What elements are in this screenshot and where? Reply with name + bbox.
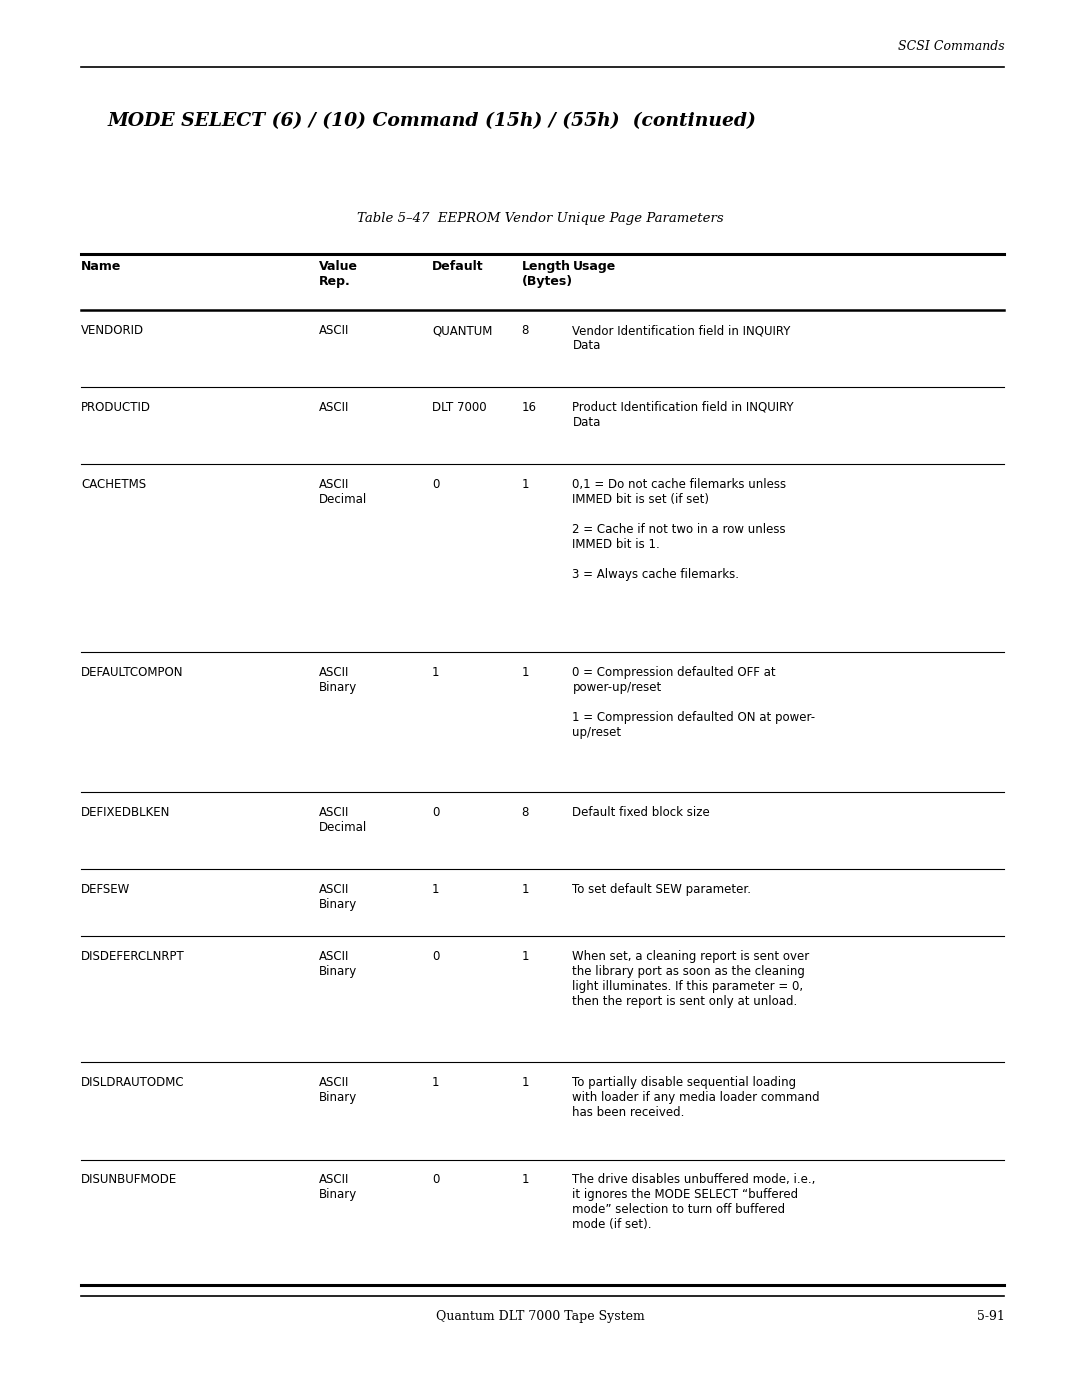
Text: ASCII
Binary: ASCII Binary bbox=[319, 666, 356, 694]
Text: CACHETMS: CACHETMS bbox=[81, 478, 146, 490]
Text: 1: 1 bbox=[522, 666, 529, 679]
Text: DEFAULTCOMPON: DEFAULTCOMPON bbox=[81, 666, 184, 679]
Text: 1: 1 bbox=[432, 883, 440, 895]
Text: PRODUCTID: PRODUCTID bbox=[81, 401, 151, 414]
Text: DISUNBUFMODE: DISUNBUFMODE bbox=[81, 1173, 177, 1186]
Text: Vendor Identification field in INQUIRY
Data: Vendor Identification field in INQUIRY D… bbox=[572, 324, 791, 352]
Text: Usage: Usage bbox=[572, 260, 616, 272]
Text: ASCII
Binary: ASCII Binary bbox=[319, 1076, 356, 1104]
Text: 0: 0 bbox=[432, 950, 440, 963]
Text: ASCII
Binary: ASCII Binary bbox=[319, 950, 356, 978]
Text: 1: 1 bbox=[522, 478, 529, 490]
Text: 0: 0 bbox=[432, 806, 440, 819]
Text: 1: 1 bbox=[522, 1076, 529, 1088]
Text: DEFIXEDBLKEN: DEFIXEDBLKEN bbox=[81, 806, 171, 819]
Text: To set default SEW parameter.: To set default SEW parameter. bbox=[572, 883, 752, 895]
Text: 0: 0 bbox=[432, 478, 440, 490]
Text: 8: 8 bbox=[522, 806, 529, 819]
Text: To partially disable sequential loading
with loader if any media loader command
: To partially disable sequential loading … bbox=[572, 1076, 820, 1119]
Text: 5-91: 5-91 bbox=[976, 1310, 1004, 1323]
Text: Length
(Bytes): Length (Bytes) bbox=[522, 260, 572, 288]
Text: 1: 1 bbox=[522, 950, 529, 963]
Text: Product Identification field in INQUIRY
Data: Product Identification field in INQUIRY … bbox=[572, 401, 794, 429]
Text: 0 = Compression defaulted OFF at
power-up/reset

1 = Compression defaulted ON at: 0 = Compression defaulted OFF at power-u… bbox=[572, 666, 815, 739]
Text: Default: Default bbox=[432, 260, 484, 272]
Text: Default fixed block size: Default fixed block size bbox=[572, 806, 711, 819]
Text: DISLDRAUTODMC: DISLDRAUTODMC bbox=[81, 1076, 185, 1088]
Text: ASCII
Decimal: ASCII Decimal bbox=[319, 806, 367, 834]
Text: 16: 16 bbox=[522, 401, 537, 414]
Text: ASCII
Binary: ASCII Binary bbox=[319, 1173, 356, 1201]
Text: Table 5–47  EEPROM Vendor Unique Page Parameters: Table 5–47 EEPROM Vendor Unique Page Par… bbox=[356, 212, 724, 225]
Text: DLT 7000: DLT 7000 bbox=[432, 401, 487, 414]
Text: SCSI Commands: SCSI Commands bbox=[897, 41, 1004, 53]
Text: ASCII: ASCII bbox=[319, 401, 349, 414]
Text: 1: 1 bbox=[522, 1173, 529, 1186]
Text: ASCII
Binary: ASCII Binary bbox=[319, 883, 356, 911]
Text: When set, a cleaning report is sent over
the library port as soon as the cleanin: When set, a cleaning report is sent over… bbox=[572, 950, 810, 1009]
Text: Quantum DLT 7000 Tape System: Quantum DLT 7000 Tape System bbox=[435, 1310, 645, 1323]
Text: Value
Rep.: Value Rep. bbox=[319, 260, 357, 288]
Text: 1: 1 bbox=[522, 883, 529, 895]
Text: 0: 0 bbox=[432, 1173, 440, 1186]
Text: ASCII: ASCII bbox=[319, 324, 349, 337]
Text: 1: 1 bbox=[432, 1076, 440, 1088]
Text: 0,1 = Do not cache filemarks unless
IMMED bit is set (if set)

2 = Cache if not : 0,1 = Do not cache filemarks unless IMME… bbox=[572, 478, 786, 581]
Text: DEFSEW: DEFSEW bbox=[81, 883, 131, 895]
Text: ASCII
Decimal: ASCII Decimal bbox=[319, 478, 367, 506]
Text: 1: 1 bbox=[432, 666, 440, 679]
Text: 8: 8 bbox=[522, 324, 529, 337]
Text: VENDORID: VENDORID bbox=[81, 324, 144, 337]
Text: MODE SELECT (6) / (10) Command (15h) / (55h)  (continued): MODE SELECT (6) / (10) Command (15h) / (… bbox=[108, 112, 757, 130]
Text: DISDEFERCLNRPT: DISDEFERCLNRPT bbox=[81, 950, 185, 963]
Text: Name: Name bbox=[81, 260, 121, 272]
Text: The drive disables unbuffered mode, i.e.,
it ignores the MODE SELECT “buffered
m: The drive disables unbuffered mode, i.e.… bbox=[572, 1173, 815, 1232]
Text: QUANTUM: QUANTUM bbox=[432, 324, 492, 337]
